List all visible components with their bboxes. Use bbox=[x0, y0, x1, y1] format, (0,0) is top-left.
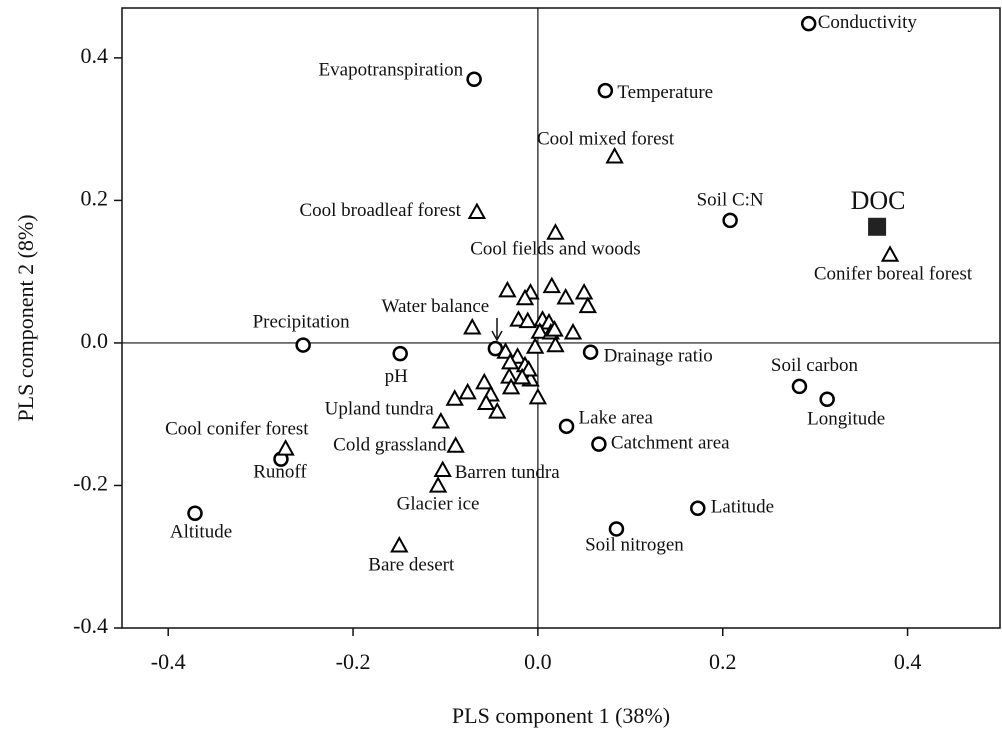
triangle-point bbox=[525, 337, 545, 354]
point-label: Latitude bbox=[711, 497, 774, 518]
point-label: Cool broadleaf forest bbox=[299, 200, 461, 221]
arrow-head bbox=[491, 330, 503, 342]
point-label: Altitude bbox=[170, 522, 232, 543]
circle-point bbox=[582, 344, 599, 360]
triangle-point bbox=[428, 476, 448, 493]
y-tick-label: 0.4 bbox=[81, 43, 109, 68]
y-tick-label: -0.2 bbox=[73, 471, 108, 496]
point-label: DOC bbox=[851, 186, 906, 215]
triangle-point bbox=[546, 335, 565, 353]
point-label: Soil carbon bbox=[771, 355, 859, 376]
point-label: pH bbox=[385, 366, 409, 387]
circle-point bbox=[392, 345, 408, 362]
point-label: Lake area bbox=[579, 408, 654, 429]
point-label: Longitude bbox=[807, 409, 885, 430]
circle-point bbox=[295, 337, 311, 353]
circle-point bbox=[608, 521, 625, 537]
triangle-point bbox=[496, 342, 515, 359]
triangle-point bbox=[515, 288, 535, 306]
triangle-point bbox=[546, 223, 565, 240]
triangle-point bbox=[500, 352, 520, 370]
point-label: Cool mixed forest bbox=[537, 128, 675, 149]
point-label: Cool fields and woods bbox=[470, 239, 640, 260]
triangle-point bbox=[512, 367, 532, 385]
triangle-point bbox=[556, 287, 575, 305]
point-label: Soil C:N bbox=[697, 190, 764, 211]
y-axis-title: PLS component 2 (8%) bbox=[13, 214, 38, 421]
triangle-point bbox=[508, 347, 527, 364]
triangle-point bbox=[390, 535, 409, 553]
circle-point bbox=[466, 71, 482, 88]
triangle-point bbox=[276, 439, 295, 456]
point-label: Drainage ratio bbox=[604, 346, 713, 367]
point-label: Glacier ice bbox=[397, 494, 480, 515]
triangle-point bbox=[518, 311, 537, 329]
y-tick-label: 0.2 bbox=[81, 185, 109, 210]
x-tick-label: 0.0 bbox=[524, 649, 552, 674]
triangle-point bbox=[574, 282, 594, 300]
x-tick-label: 0.4 bbox=[894, 649, 922, 674]
square-point bbox=[868, 217, 887, 236]
point-label: Soil nitrogen bbox=[585, 534, 684, 555]
triangle-point bbox=[542, 276, 561, 294]
point-label: Precipitation bbox=[253, 311, 351, 332]
circle-point bbox=[819, 391, 835, 407]
triangle-point bbox=[501, 377, 521, 395]
triangle-point bbox=[530, 322, 549, 339]
triangle-point bbox=[578, 296, 598, 314]
point-label: Water balance bbox=[382, 296, 490, 317]
triangle-point bbox=[446, 436, 465, 453]
triangle-point bbox=[498, 280, 517, 298]
circle-point bbox=[487, 340, 504, 357]
circle-point bbox=[558, 418, 575, 435]
plot-frame bbox=[121, 7, 1001, 629]
point-label: Evapotranspiration bbox=[319, 60, 464, 81]
point-label: Conifer boreal forest bbox=[814, 264, 973, 285]
triangle-point bbox=[467, 202, 487, 220]
x-axis-title: PLS component 1 (38%) bbox=[452, 703, 670, 728]
point-label: Runoff bbox=[253, 461, 307, 482]
point-label: Barren tundra bbox=[455, 462, 561, 483]
triangle-point bbox=[545, 320, 564, 337]
triangle-point bbox=[880, 245, 900, 262]
y-tick-label: 0.0 bbox=[81, 328, 109, 353]
point-label: Temperature bbox=[617, 82, 713, 103]
point-label: Catchment area bbox=[611, 432, 730, 453]
x-tick-label: -0.4 bbox=[151, 649, 186, 674]
x-tick-label: -0.2 bbox=[336, 649, 371, 674]
triangle-point bbox=[488, 402, 507, 419]
triangle-point bbox=[476, 393, 496, 411]
circle-point bbox=[690, 500, 706, 517]
triangle-point bbox=[433, 460, 452, 478]
triangle-point bbox=[458, 382, 477, 400]
triangle-point bbox=[475, 372, 494, 390]
circle-point bbox=[591, 436, 607, 452]
circle-point bbox=[187, 505, 203, 522]
point-label: Cool conifer forest bbox=[165, 418, 309, 439]
circle-point bbox=[597, 82, 614, 99]
triangle-point bbox=[431, 411, 451, 429]
circle-point bbox=[722, 212, 738, 229]
point-label: Conductivity bbox=[818, 12, 918, 33]
triangle-point bbox=[463, 317, 482, 335]
point-label: Cold grassland bbox=[333, 435, 447, 456]
triangle-point bbox=[500, 367, 519, 384]
triangle-point bbox=[563, 322, 583, 340]
circle-point bbox=[791, 378, 808, 395]
triangle-point bbox=[528, 387, 548, 405]
triangle-point bbox=[605, 146, 624, 164]
x-tick-label: 0.2 bbox=[709, 649, 737, 674]
circle-point bbox=[800, 15, 817, 32]
point-label: Upland tundra bbox=[325, 398, 435, 419]
point-label: Bare desert bbox=[368, 554, 455, 575]
y-tick-label: -0.4 bbox=[73, 613, 108, 638]
triangle-point bbox=[445, 389, 464, 406]
triangle-point bbox=[519, 359, 538, 377]
